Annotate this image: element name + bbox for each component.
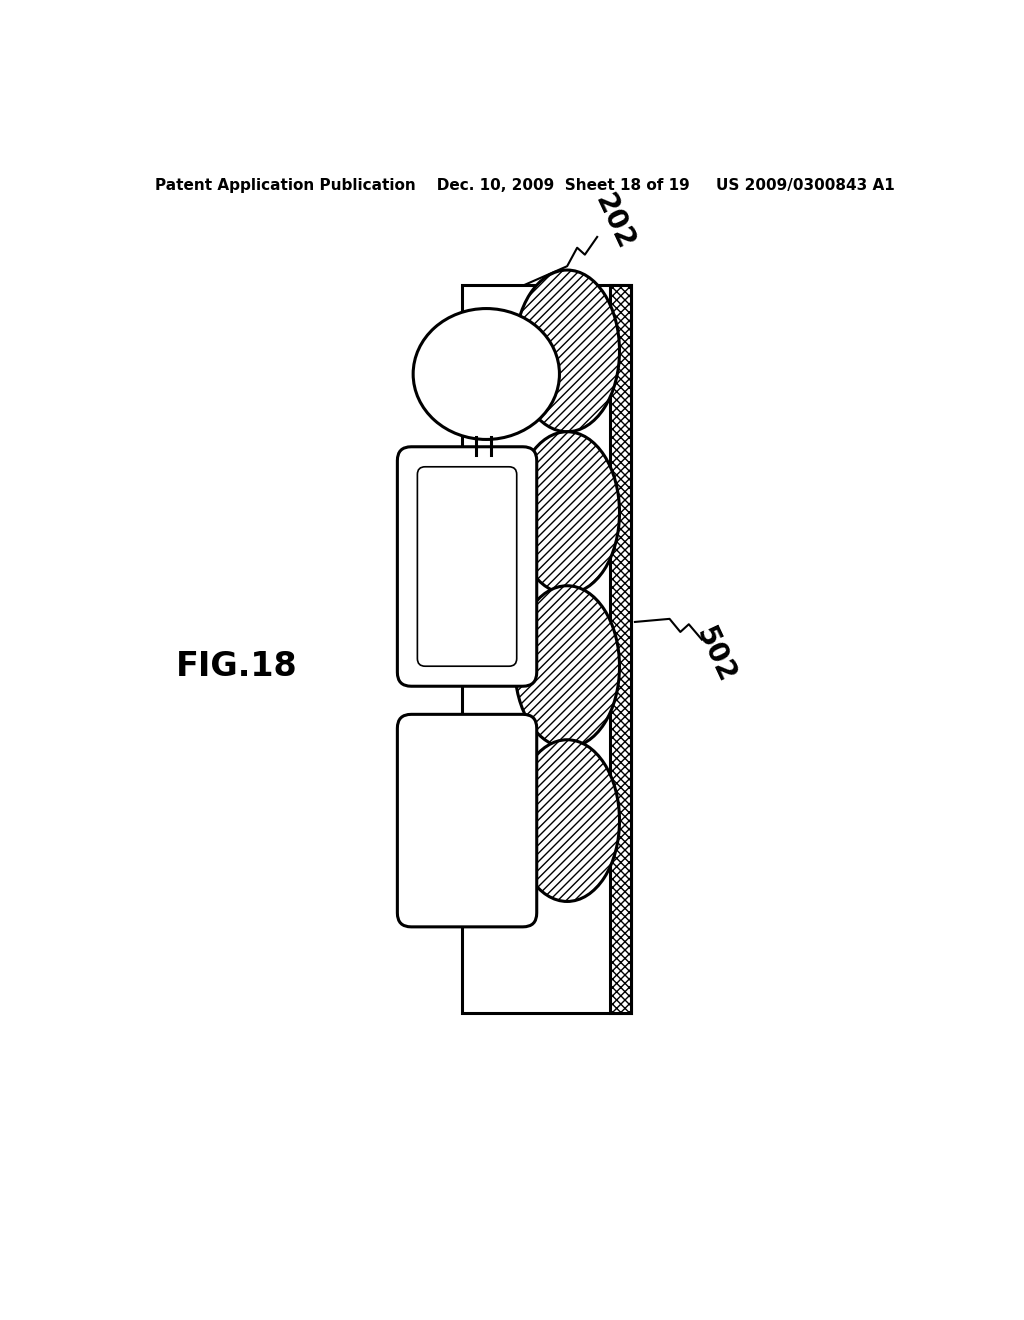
Bar bbox=[609, 285, 631, 1014]
Ellipse shape bbox=[515, 586, 620, 747]
Text: 202: 202 bbox=[589, 189, 639, 253]
Text: FIG.18: FIG.18 bbox=[176, 651, 298, 684]
Ellipse shape bbox=[515, 271, 620, 432]
Ellipse shape bbox=[413, 309, 559, 440]
Bar bbox=[462, 285, 631, 1014]
Ellipse shape bbox=[515, 739, 620, 902]
Text: Patent Application Publication    Dec. 10, 2009  Sheet 18 of 19     US 2009/0300: Patent Application Publication Dec. 10, … bbox=[155, 178, 895, 193]
FancyBboxPatch shape bbox=[397, 446, 537, 686]
Bar bbox=[609, 285, 631, 1014]
Ellipse shape bbox=[515, 432, 620, 594]
Text: 502: 502 bbox=[691, 623, 740, 688]
FancyBboxPatch shape bbox=[397, 714, 537, 927]
